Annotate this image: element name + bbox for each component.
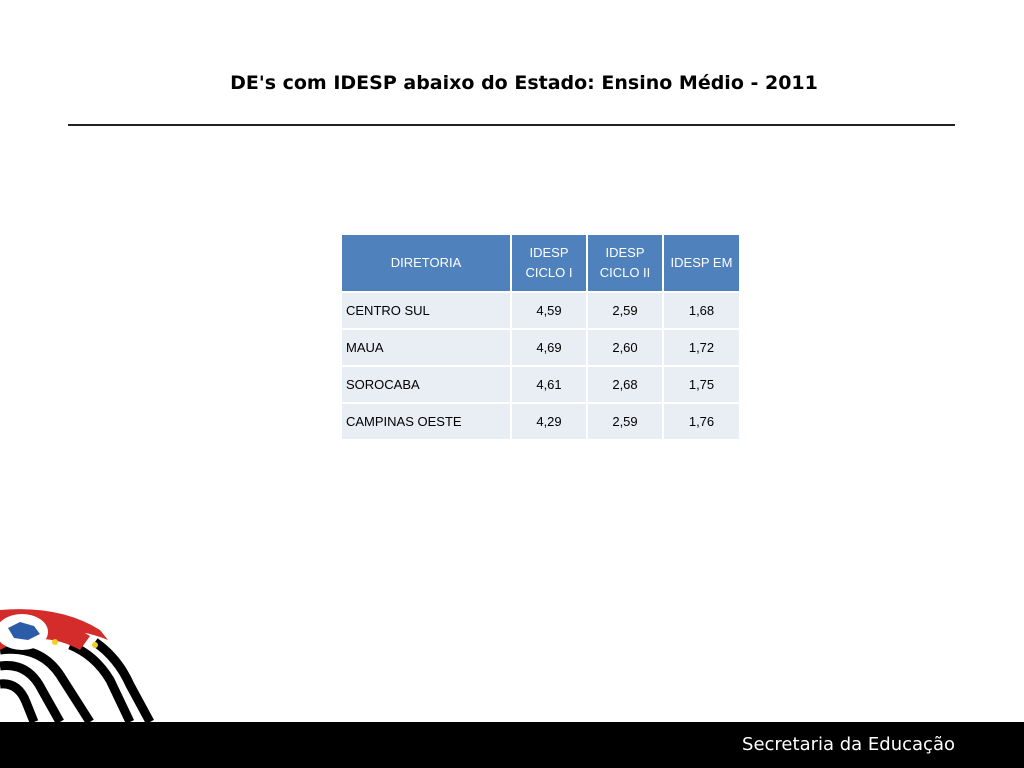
table-row: MAUA 4,69 2,60 1,72 (342, 330, 739, 365)
column-header: IDESP EM (664, 235, 739, 291)
cell-value: 2,59 (588, 404, 662, 439)
cell-value: 4,69 (512, 330, 586, 365)
column-header: IDESP CICLO II (588, 235, 662, 291)
slide-title: DE's com IDESP abaixo do Estado: Ensino … (230, 72, 818, 94)
table-row: SOROCABA 4,61 2,68 1,75 (342, 367, 739, 402)
column-header: IDESP CICLO I (512, 235, 586, 291)
footer-text: Secretaria da Educação (742, 734, 955, 755)
cell-value: 1,76 (664, 404, 739, 439)
cell-value: 4,61 (512, 367, 586, 402)
table-row: CAMPINAS OESTE 4,29 2,59 1,76 (342, 404, 739, 439)
row-label: SOROCABA (342, 367, 510, 402)
table-row: CENTRO SUL 4,59 2,59 1,68 (342, 293, 739, 328)
row-label: CENTRO SUL (342, 293, 510, 328)
column-header: DIRETORIA (342, 235, 510, 291)
cell-value: 1,68 (664, 293, 739, 328)
header-row: DIRETORIA IDESP CICLO I IDESP CICLO II IDES… (342, 235, 739, 291)
data-table: DIRETORIA IDESP CICLO I IDESP CICLO II IDES… (340, 233, 741, 441)
cell-value: 2,60 (588, 330, 662, 365)
table-body: CENTRO SUL 4,59 2,59 1,68 MAUA 4,69 2,60 1,72 SO… (342, 293, 739, 439)
cell-value: 1,75 (664, 367, 739, 402)
cell-value: 4,59 (512, 293, 586, 328)
cell-value: 2,59 (588, 293, 662, 328)
row-label: CAMPINAS OESTE (342, 404, 510, 439)
cell-value: 1,72 (664, 330, 739, 365)
cell-value: 4,29 (512, 404, 586, 439)
footer-bar: Secretaria da Educação (0, 722, 1024, 768)
title-rule (68, 124, 955, 126)
cell-value: 2,68 (588, 367, 662, 402)
row-label: MAUA (342, 330, 510, 365)
